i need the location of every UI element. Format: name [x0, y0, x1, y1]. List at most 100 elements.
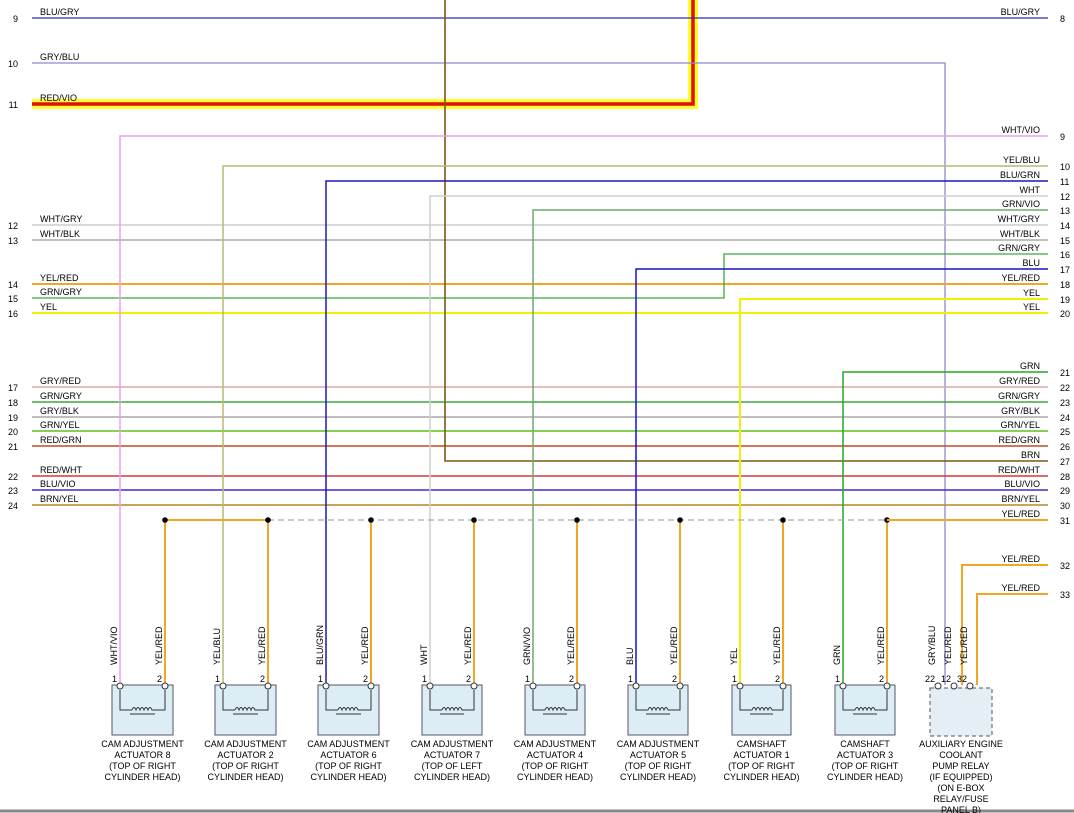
- component-name: (TOP OF RIGHT: [212, 761, 279, 771]
- right-wire-label: GRN/VIO: [1002, 199, 1040, 209]
- left-wire-label: GRN/GRY: [40, 391, 82, 401]
- pin-number: 1: [422, 674, 427, 684]
- coil: [222, 690, 269, 715]
- right-wire-label: YEL/RED: [1001, 273, 1040, 283]
- wire: [32, 62, 946, 685]
- component-name: CAM ADJUSTMENT: [204, 739, 287, 749]
- right-wire-label: WHT/BLK: [1000, 229, 1040, 239]
- right-pin: 28: [1060, 472, 1070, 482]
- pin-terminal: [934, 682, 942, 690]
- pin-wire-label: YEL/RED: [257, 626, 267, 665]
- component-name: (TOP OF RIGHT: [522, 761, 589, 771]
- right-pin: 13: [1060, 206, 1070, 216]
- wire: [222, 165, 1048, 685]
- left-pin: 23: [8, 486, 18, 496]
- right-wire-label: WHT/VIO: [1002, 125, 1041, 135]
- pin-number: 2: [466, 674, 471, 684]
- left-wire-label: RED/VIO: [40, 93, 77, 103]
- coil: [739, 690, 784, 715]
- wire: [635, 268, 1048, 685]
- component-name: CYLINDER HEAD): [104, 772, 180, 782]
- component-name: CAM ADJUSTMENT: [514, 739, 597, 749]
- right-wire-label: RED/GRN: [998, 435, 1040, 445]
- splice: [780, 517, 786, 523]
- left-wire-label: GRY/BLK: [40, 406, 79, 416]
- right-pin: 16: [1060, 250, 1070, 260]
- right-pin: 27: [1060, 457, 1070, 467]
- right-wire-label: YEL/RED: [1001, 554, 1040, 564]
- right-pin: 11: [1060, 177, 1069, 187]
- component-name: ACTUATOR 1: [733, 750, 789, 760]
- left-wire-label: GRN/GRY: [40, 287, 82, 297]
- left-pin: 10: [8, 59, 18, 69]
- pin-number: 1: [835, 674, 840, 684]
- pin-terminal: [470, 682, 478, 690]
- left-pin: 24: [8, 501, 18, 511]
- right-wire-label: RED/WHT: [998, 465, 1040, 475]
- splice: [368, 517, 374, 523]
- right-pin: 24: [1060, 413, 1070, 423]
- left-pin: 19: [8, 413, 18, 423]
- pin-terminal: [322, 682, 330, 690]
- pin-wire-label: YEL/RED: [360, 626, 370, 665]
- component-name: (ON E-BOX: [937, 783, 984, 793]
- component-name: CAMSHAFT: [840, 739, 890, 749]
- component-name: ACTUATOR 7: [424, 750, 480, 760]
- component-name: CAM ADJUSTMENT: [411, 739, 494, 749]
- left-wire-label: YEL: [40, 302, 57, 312]
- component-name: CYLINDER HEAD): [414, 772, 490, 782]
- pin-number: 22: [925, 674, 935, 684]
- right-wire-label: GRN/GRY: [998, 391, 1040, 401]
- left-pin: 12: [8, 221, 18, 231]
- component-name: CYLINDER HEAD): [723, 772, 799, 782]
- component-name: CYLINDER HEAD): [207, 772, 283, 782]
- right-pin: 15: [1060, 236, 1070, 246]
- wire: [739, 298, 1048, 685]
- pin-wire-label: YEL/RED: [566, 626, 576, 665]
- left-wire-label: RED/WHT: [40, 465, 82, 475]
- wire: [976, 593, 1048, 685]
- component-name: (IF EQUIPPED): [929, 772, 992, 782]
- component-name: CAM ADJUSTMENT: [617, 739, 700, 749]
- pin-terminal: [426, 682, 434, 690]
- left-pin: 14: [8, 280, 18, 290]
- left-wire-label: GRN/YEL: [40, 420, 80, 430]
- pin-number: 1: [112, 674, 117, 684]
- component-name: CYLINDER HEAD): [620, 772, 696, 782]
- right-wire-label: YEL: [1023, 288, 1040, 298]
- left-wire-label: GRY/RED: [40, 376, 81, 386]
- right-wire-label: YEL/BLU: [1003, 155, 1040, 165]
- wire: [444, 0, 1048, 462]
- right-pin: 8: [1060, 14, 1065, 24]
- right-pin: 18: [1060, 280, 1070, 290]
- right-wire-label: YEL: [1023, 302, 1040, 312]
- right-wire-label: BLU/GRY: [1001, 7, 1040, 17]
- pin-number: 2: [260, 674, 265, 684]
- pin-number: 32: [957, 674, 967, 684]
- pin-terminal: [632, 682, 640, 690]
- right-wire-label: GRN: [1020, 361, 1040, 371]
- wire: [119, 135, 1048, 685]
- component-name: CAMSHAFT: [737, 739, 787, 749]
- pin-wire-label: YEL/BLU: [212, 628, 222, 665]
- right-pin: 23: [1060, 398, 1070, 408]
- component-name: ACTUATOR 3: [837, 750, 893, 760]
- right-wire-label: GRY/BLK: [1001, 406, 1040, 416]
- left-pin: 22: [8, 472, 18, 482]
- pin-number: 2: [569, 674, 574, 684]
- left-wire-label: WHT/GRY: [40, 214, 82, 224]
- component-name: PANEL B): [941, 805, 981, 813]
- right-wire-label: YEL/RED: [1001, 509, 1040, 519]
- left-wire-label: BLU/GRY: [40, 7, 79, 17]
- pin-terminal: [839, 682, 847, 690]
- right-wire-label: BLU/VIO: [1004, 479, 1040, 489]
- pin-wire-label: YEL/RED: [463, 626, 473, 665]
- pin-wire-label: WHT: [419, 644, 429, 665]
- component-name: ACTUATOR 6: [320, 750, 376, 760]
- pin-wire-label: YEL/RED: [959, 626, 969, 665]
- left-wire-label: GRY/BLU: [40, 52, 79, 62]
- left-wire-label: BLU/VIO: [40, 479, 76, 489]
- splice: [677, 517, 683, 523]
- component-name: CYLINDER HEAD): [310, 772, 386, 782]
- component-name: ACTUATOR 8: [114, 750, 170, 760]
